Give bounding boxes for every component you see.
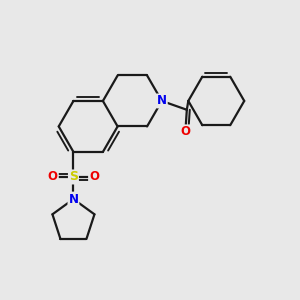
Text: O: O [48, 170, 58, 184]
Text: O: O [89, 170, 99, 184]
Text: N: N [68, 193, 78, 206]
Text: O: O [180, 125, 190, 138]
Text: N: N [157, 94, 167, 107]
Text: S: S [69, 170, 78, 184]
